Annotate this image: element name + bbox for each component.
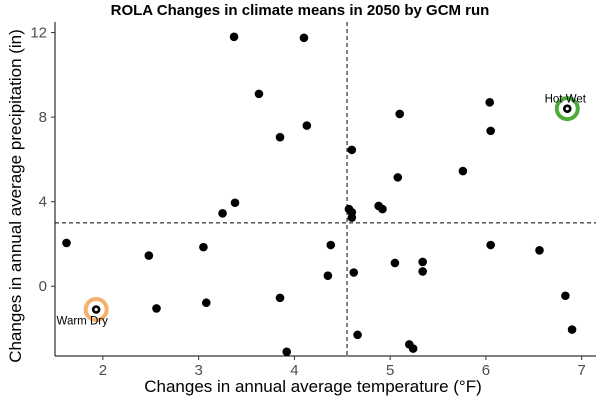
data-point [302,121,312,130]
data-point [152,304,161,313]
data-point [144,251,154,260]
data-point [275,132,285,142]
highlight-ring [83,296,109,322]
data-point [349,268,359,277]
data-point [62,238,71,248]
data-point [378,204,387,214]
data-point [199,242,208,252]
data-point [485,98,495,107]
x-tick-label: 6 [482,362,490,379]
data-point [390,258,400,268]
y-tick-label: 12 [30,25,47,42]
data-point [393,173,403,182]
data-point [201,298,211,308]
data-point [347,213,357,222]
data-point [323,271,333,280]
data-point [254,89,264,99]
data-point [282,347,292,357]
data-point [275,293,285,303]
y-tick-label: 4 [39,194,47,211]
plot-area: 2 3 4 5 6 7 0 4 8 12 Warm Dry Hot Wet [30,22,596,379]
x-tick-label: 4 [290,362,298,379]
data-point [326,240,336,250]
data-point [408,344,418,353]
y-axis-title: Changes in annual average precipitation … [6,29,25,363]
y-tick-label: 8 [39,109,47,126]
chart-title: ROLA Changes in climate means in 2050 by… [110,2,490,19]
x-axis-title: Changes in annual average temperature (°… [144,377,482,396]
highlight-ring [554,96,580,122]
x-tick-label: 5 [386,362,394,379]
data-point [218,209,227,218]
data-point [418,257,427,267]
data-point [567,325,577,334]
data-point [458,166,468,176]
data-point [535,246,544,255]
data-point [299,33,309,43]
data-point [229,32,239,42]
data-point [486,240,495,250]
data-point [395,109,405,119]
highlight-center [94,307,98,312]
x-tick-label: 3 [194,362,202,379]
data-point [561,291,570,301]
data-point [347,145,357,155]
highlight-label: Hot Wet [545,94,587,106]
y-tick-label: 0 [39,278,47,295]
data-point [486,126,495,136]
data-point [353,330,362,340]
x-tick-label: 7 [577,362,585,379]
highlight-label: Warm Dry [57,315,109,327]
data-point [230,198,240,208]
x-tick-label: 2 [99,362,107,379]
highlight-center [565,107,569,111]
data-point [418,267,427,276]
